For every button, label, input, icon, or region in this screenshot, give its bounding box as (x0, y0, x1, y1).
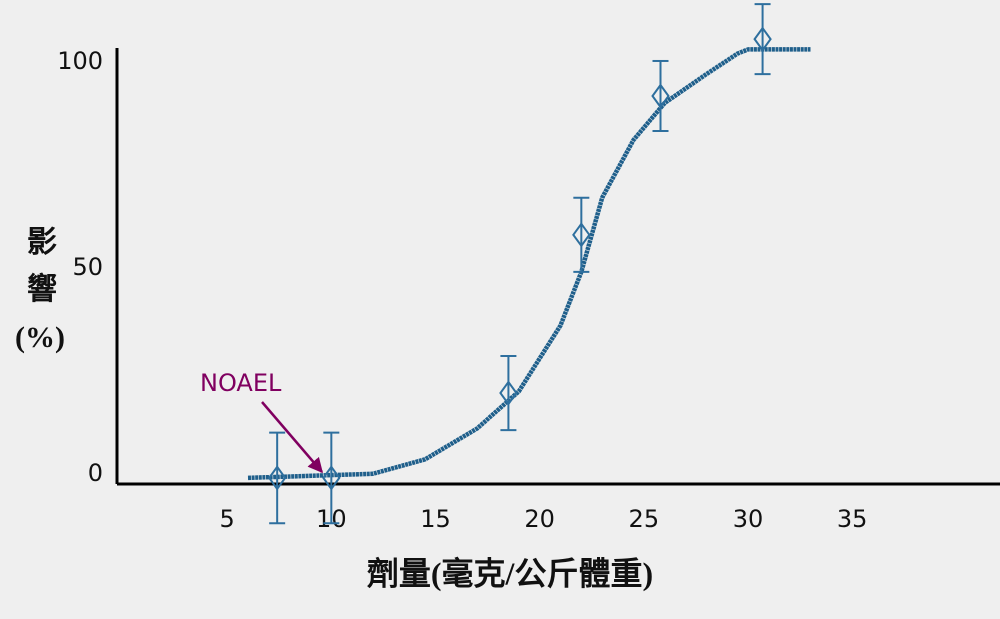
x-tick-label: 20 (524, 505, 555, 533)
y-tick-label: 50 (72, 253, 103, 281)
annotation-arrow (261, 401, 323, 474)
y-axis-label: 響 (27, 272, 57, 306)
x-tick-label: 30 (733, 505, 764, 533)
data-point (753, 26, 772, 52)
annotation: NOAEL (200, 369, 282, 397)
data-point (267, 465, 287, 491)
x-tick-label: 5 (220, 505, 235, 533)
x-tick-label: 15 (420, 505, 451, 533)
y-tick-label: 0 (88, 459, 103, 487)
data-point (499, 380, 518, 406)
curve (247, 47, 811, 481)
x-tick-label: 35 (837, 505, 868, 533)
y-axis-label: (%) (15, 321, 65, 354)
data-point (322, 465, 341, 491)
data-point (572, 222, 591, 248)
y-tick-label: 100 (57, 47, 103, 75)
data-point (651, 83, 670, 109)
x-tick-label: 25 (629, 505, 660, 533)
y-axis-label: 影 (27, 226, 57, 259)
x-axis-label: 劑量(毫克/公斤體重) (367, 555, 653, 591)
